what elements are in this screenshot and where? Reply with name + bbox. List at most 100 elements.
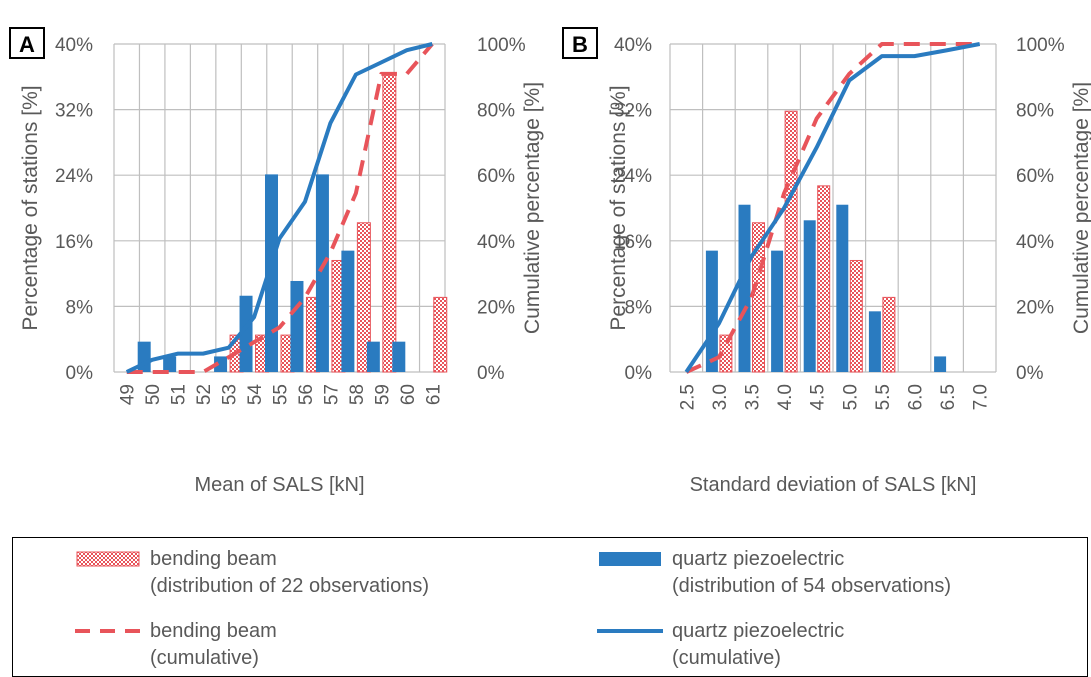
- y-tick-label-left: 24%: [55, 166, 93, 187]
- bar-bending-beam: [849, 259, 863, 373]
- bar-bending-beam: [784, 110, 798, 373]
- x-tick-label: 57: [321, 384, 342, 405]
- line-bending-beam-cumulative: [126, 42, 434, 374]
- x-axis-title: Mean of SALS [kN]: [194, 474, 364, 496]
- y-tick-label-left: 24%: [614, 166, 652, 187]
- y-tick-label-right: 60%: [477, 166, 515, 187]
- hatched-bar-swatch-icon: [76, 551, 140, 567]
- legend-sublabel-quartz-distribution: (distribution of 54 observations): [672, 575, 952, 597]
- x-tick-label: 56: [296, 384, 317, 405]
- x-tick-label: 53: [220, 384, 241, 405]
- bar-quartz-piezoelectric: [934, 356, 947, 372]
- bar-quartz-piezoelectric: [392, 341, 406, 372]
- y-tick-label-left: 32%: [614, 101, 652, 122]
- y-tick-label-right: 20%: [1016, 297, 1054, 318]
- y-axis-title-right: Cumulative percentage [%]: [521, 82, 544, 334]
- bar-quartz-piezoelectric: [366, 341, 380, 372]
- chart-panel-a: 0% 8% 16% 24% 32% 40% 0% 20% 40% 60% 80% 100% 49 50 51…: [9, 27, 544, 496]
- y-axis-title-left: Percentage of stations [%]: [607, 85, 630, 330]
- bar-quartz-piezoelectric: [265, 174, 278, 372]
- solid-bar-swatch-icon: [599, 552, 661, 566]
- y-tick-label-right: 100%: [477, 35, 526, 56]
- x-tick-label: 55: [271, 384, 292, 405]
- x-tick-label: 50: [143, 384, 164, 405]
- x-tick-label: 54: [245, 384, 266, 406]
- bar-bending-beam: [382, 73, 397, 373]
- bar-quartz-piezoelectric: [341, 250, 355, 372]
- bar-bending-beam: [882, 296, 896, 373]
- bar-quartz-piezoelectric: [705, 250, 718, 372]
- panel-label-box: [562, 27, 598, 59]
- y-tick-label-left: 8%: [625, 297, 653, 318]
- panel-label: B: [572, 32, 588, 57]
- bar-bending-beam: [817, 185, 831, 373]
- y-tick-label-right: 20%: [477, 297, 515, 318]
- bar-quartz-piezoelectric: [315, 174, 329, 372]
- y-tick-label-left: 0%: [66, 363, 94, 384]
- solid-line-swatch-icon: [597, 629, 663, 633]
- x-axis-title: Standard deviation of SALS [kN]: [690, 474, 977, 496]
- y-tick-label-left: 40%: [55, 35, 93, 56]
- y-tick-label-right: 80%: [1016, 101, 1054, 122]
- y-axis-title-left: Percentage of stations [%]: [19, 85, 42, 330]
- y-tick-label-right: 0%: [477, 363, 505, 384]
- x-tick-label: 58: [347, 384, 368, 405]
- bar-bending-beam: [356, 222, 371, 373]
- x-tick-label: 3.0: [710, 384, 731, 410]
- y-tick-label-right: 60%: [1016, 166, 1054, 187]
- y-tick-label-right: 40%: [1016, 232, 1054, 253]
- legend-label-quartz-cumulative: quartz piezoelectric: [672, 620, 845, 642]
- bar-quartz-piezoelectric: [771, 250, 784, 372]
- y-tick-label-left: 8%: [66, 297, 94, 318]
- y-tick-label-right: 0%: [1016, 363, 1044, 384]
- dashed-line-swatch-icon: [75, 629, 141, 633]
- legend-label-bending-distribution: bending beam: [150, 548, 277, 570]
- y-tick-label-left: 16%: [614, 232, 652, 253]
- bar-quartz-piezoelectric: [163, 356, 177, 372]
- line-bending-beam-cumulative: [685, 42, 980, 374]
- y-tick-label-left: 32%: [55, 101, 93, 122]
- panel-label-box: [9, 27, 45, 59]
- bar-quartz-piezoelectric: [738, 204, 751, 372]
- x-tick-label: 52: [194, 384, 215, 405]
- x-tick-label: 61: [423, 384, 444, 405]
- x-tick-label: 51: [169, 384, 190, 405]
- y-tick-label-left: 16%: [55, 232, 93, 253]
- x-tick-label: 5.0: [840, 384, 861, 410]
- bar-quartz-piezoelectric: [239, 295, 253, 372]
- bar-quartz-piezoelectric: [836, 204, 849, 372]
- x-tick-label: 49: [118, 384, 139, 405]
- bar-quartz-piezoelectric: [803, 220, 816, 372]
- legend-label-bending-cumulative: bending beam: [150, 620, 277, 642]
- bar-quartz-piezoelectric: [214, 356, 228, 372]
- y-tick-label-left: 40%: [614, 35, 652, 56]
- x-tick-label: 59: [372, 384, 393, 405]
- legend-sublabel-bending-cumulative: (cumulative): [150, 647, 259, 669]
- legend-label-quartz-distribution: quartz piezoelectric: [672, 548, 845, 570]
- bar-quartz-piezoelectric: [868, 311, 881, 372]
- y-tick-label-right: 40%: [477, 232, 515, 253]
- legend-sublabel-bending-distribution: (distribution of 22 observations): [150, 575, 430, 597]
- bar-bending-beam: [433, 296, 448, 373]
- x-tick-label: 4.0: [775, 384, 796, 410]
- x-tick-label: 5.5: [873, 384, 894, 410]
- line-quartz-cumulative: [684, 42, 981, 374]
- legend-sublabel-quartz-cumulative: (cumulative): [672, 647, 781, 669]
- y-axis-title-right: Cumulative percentage [%]: [1070, 82, 1091, 334]
- panel-label: A: [19, 32, 35, 57]
- x-tick-label: 6.5: [938, 384, 959, 410]
- x-tick-label: 7.0: [971, 384, 992, 410]
- line-quartz-cumulative: [125, 42, 433, 374]
- chart-panel-b: 0% 8% 16% 24% 32% 40% 0% 20% 40% 60% 80% 100% 2.5 3.0…: [562, 27, 1091, 496]
- bar-quartz-piezoelectric: [290, 280, 304, 372]
- y-tick-label-right: 100%: [1016, 35, 1065, 56]
- y-tick-label-left: 0%: [625, 363, 653, 384]
- x-tick-label: 3.5: [743, 384, 764, 410]
- x-tick-label: 4.5: [808, 384, 829, 410]
- x-tick-label: 2.5: [677, 384, 698, 410]
- x-tick-label: 60: [398, 384, 419, 405]
- legend: bending beam (distribution of 22 observa…: [12, 537, 1088, 677]
- x-tick-label: 6.0: [906, 384, 927, 410]
- y-tick-label-right: 80%: [477, 101, 515, 122]
